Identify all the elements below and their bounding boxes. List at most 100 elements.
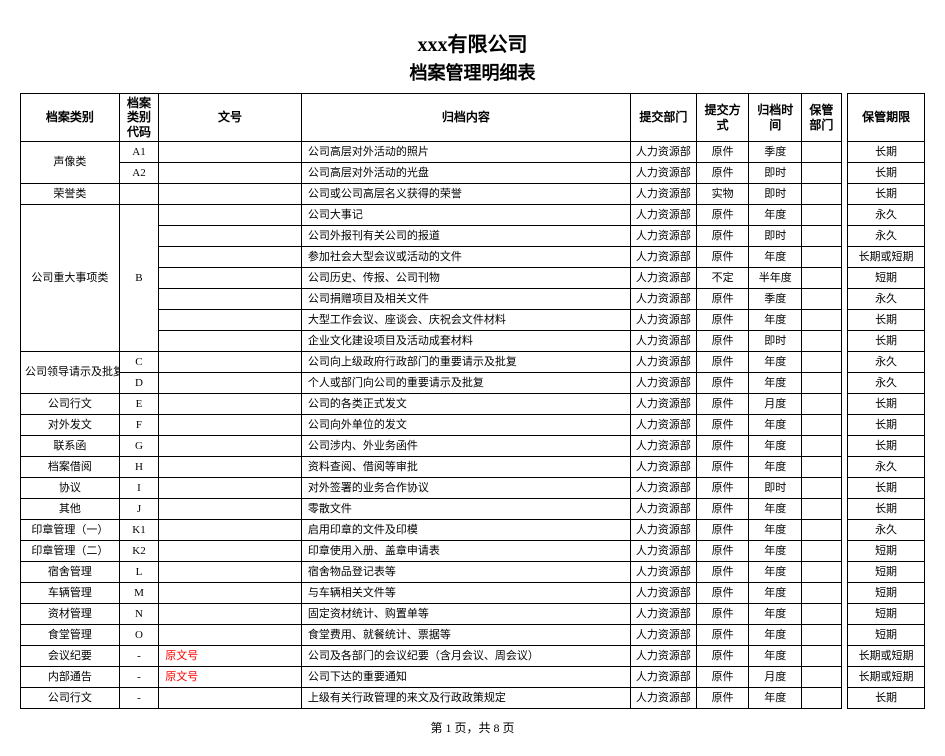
cell-keep — [802, 373, 841, 394]
cell-method: 原件 — [696, 331, 749, 352]
cell-category: 公司领导请示及批复 — [21, 352, 120, 394]
cell-code: A2 — [119, 163, 158, 184]
cell-code: F — [119, 415, 158, 436]
cell-category: 公司重大事项类 — [21, 205, 120, 352]
cell-dept: 人力资源部 — [630, 268, 696, 289]
cell-keep — [802, 352, 841, 373]
cell-period: 永久 — [848, 373, 925, 394]
cell-docno: 原文号 — [159, 646, 302, 667]
cell-period: 短期 — [848, 562, 925, 583]
cell-code: I — [119, 478, 158, 499]
cell-period: 长期 — [848, 310, 925, 331]
cell-docno — [159, 226, 302, 247]
cell-method: 原件 — [696, 520, 749, 541]
cell-keep — [802, 331, 841, 352]
cell-time: 年度 — [749, 688, 802, 709]
cell-content: 公司大事记 — [301, 205, 630, 226]
cell-dept: 人力资源部 — [630, 415, 696, 436]
cell-docno — [159, 604, 302, 625]
cell-keep — [802, 478, 841, 499]
cell-content: 个人或部门向公司的重要请示及批复 — [301, 373, 630, 394]
cell-docno — [159, 541, 302, 562]
cell-keep — [802, 268, 841, 289]
cell-dept: 人力资源部 — [630, 583, 696, 604]
cell-category: 车辆管理 — [21, 583, 120, 604]
cell-keep — [802, 226, 841, 247]
cell-keep — [802, 289, 841, 310]
cell-category: 对外发文 — [21, 415, 120, 436]
gap — [841, 541, 848, 562]
cell-content: 资料查阅、借阅等审批 — [301, 457, 630, 478]
cell-code: G — [119, 436, 158, 457]
cell-docno — [159, 415, 302, 436]
cell-docno — [159, 184, 302, 205]
cell-period: 长期 — [848, 142, 925, 163]
cell-content: 与车辆相关文件等 — [301, 583, 630, 604]
cell-method: 原件 — [696, 688, 749, 709]
cell-period: 短期 — [848, 268, 925, 289]
gap — [841, 394, 848, 415]
cell-period: 长期或短期 — [848, 247, 925, 268]
cell-code: M — [119, 583, 158, 604]
cell-keep — [802, 247, 841, 268]
cell-method: 原件 — [696, 646, 749, 667]
cell-dept: 人力资源部 — [630, 478, 696, 499]
table-row: 公司行文-上级有关行政管理的来文及行政政策规定人力资源部原件年度长期 — [21, 688, 925, 709]
cell-keep — [802, 205, 841, 226]
table-row: 印章管理（二）K2印章使用入册、盖章申请表人力资源部原件年度短期 — [21, 541, 925, 562]
cell-code: K1 — [119, 520, 158, 541]
cell-content: 公司高层对外活动的光盘 — [301, 163, 630, 184]
cell-period: 长期 — [848, 184, 925, 205]
cell-content: 大型工作会议、座谈会、庆祝会文件材料 — [301, 310, 630, 331]
gap — [841, 457, 848, 478]
cell-docno — [159, 247, 302, 268]
cell-dept: 人力资源部 — [630, 163, 696, 184]
cell-method: 原件 — [696, 247, 749, 268]
cell-keep — [802, 436, 841, 457]
cell-dept: 人力资源部 — [630, 142, 696, 163]
cell-code: D — [119, 373, 158, 394]
cell-keep — [802, 646, 841, 667]
gap — [841, 667, 848, 688]
cell-category: 印章管理（一） — [21, 520, 120, 541]
cell-time: 年度 — [749, 457, 802, 478]
cell-dept: 人力资源部 — [630, 646, 696, 667]
cell-period: 长期或短期 — [848, 646, 925, 667]
cell-keep — [802, 520, 841, 541]
cell-time: 即时 — [749, 331, 802, 352]
cell-method: 不定 — [696, 268, 749, 289]
cell-code: - — [119, 667, 158, 688]
gap — [841, 499, 848, 520]
cell-dept: 人力资源部 — [630, 247, 696, 268]
cell-method: 原件 — [696, 310, 749, 331]
cell-docno — [159, 625, 302, 646]
header-keep: 保管部门 — [802, 94, 841, 142]
cell-dept: 人力资源部 — [630, 226, 696, 247]
cell-content: 启用印章的文件及印模 — [301, 520, 630, 541]
gap — [841, 247, 848, 268]
gap — [841, 604, 848, 625]
cell-period: 长期 — [848, 499, 925, 520]
cell-time: 季度 — [749, 142, 802, 163]
cell-period: 长期或短期 — [848, 667, 925, 688]
cell-keep — [802, 688, 841, 709]
table-row: 公司重大事项类B公司大事记人力资源部原件年度永久 — [21, 205, 925, 226]
cell-time: 年度 — [749, 499, 802, 520]
cell-category: 荣誉类 — [21, 184, 120, 205]
gap — [841, 142, 848, 163]
cell-category: 资材管理 — [21, 604, 120, 625]
cell-docno — [159, 478, 302, 499]
cell-time: 月度 — [749, 667, 802, 688]
cell-content: 公司高层对外活动的照片 — [301, 142, 630, 163]
cell-category: 内部通告 — [21, 667, 120, 688]
gap — [841, 94, 848, 142]
cell-period: 长期 — [848, 415, 925, 436]
cell-category: 公司行文 — [21, 688, 120, 709]
table-row: 公司领导请示及批复C公司向上级政府行政部门的重要请示及批复人力资源部原件年度永久 — [21, 352, 925, 373]
cell-dept: 人力资源部 — [630, 457, 696, 478]
cell-method: 原件 — [696, 457, 749, 478]
cell-method: 原件 — [696, 625, 749, 646]
table-row: 对外发文F公司向外单位的发文人力资源部原件年度长期 — [21, 415, 925, 436]
cell-dept: 人力资源部 — [630, 499, 696, 520]
cell-dept: 人力资源部 — [630, 394, 696, 415]
